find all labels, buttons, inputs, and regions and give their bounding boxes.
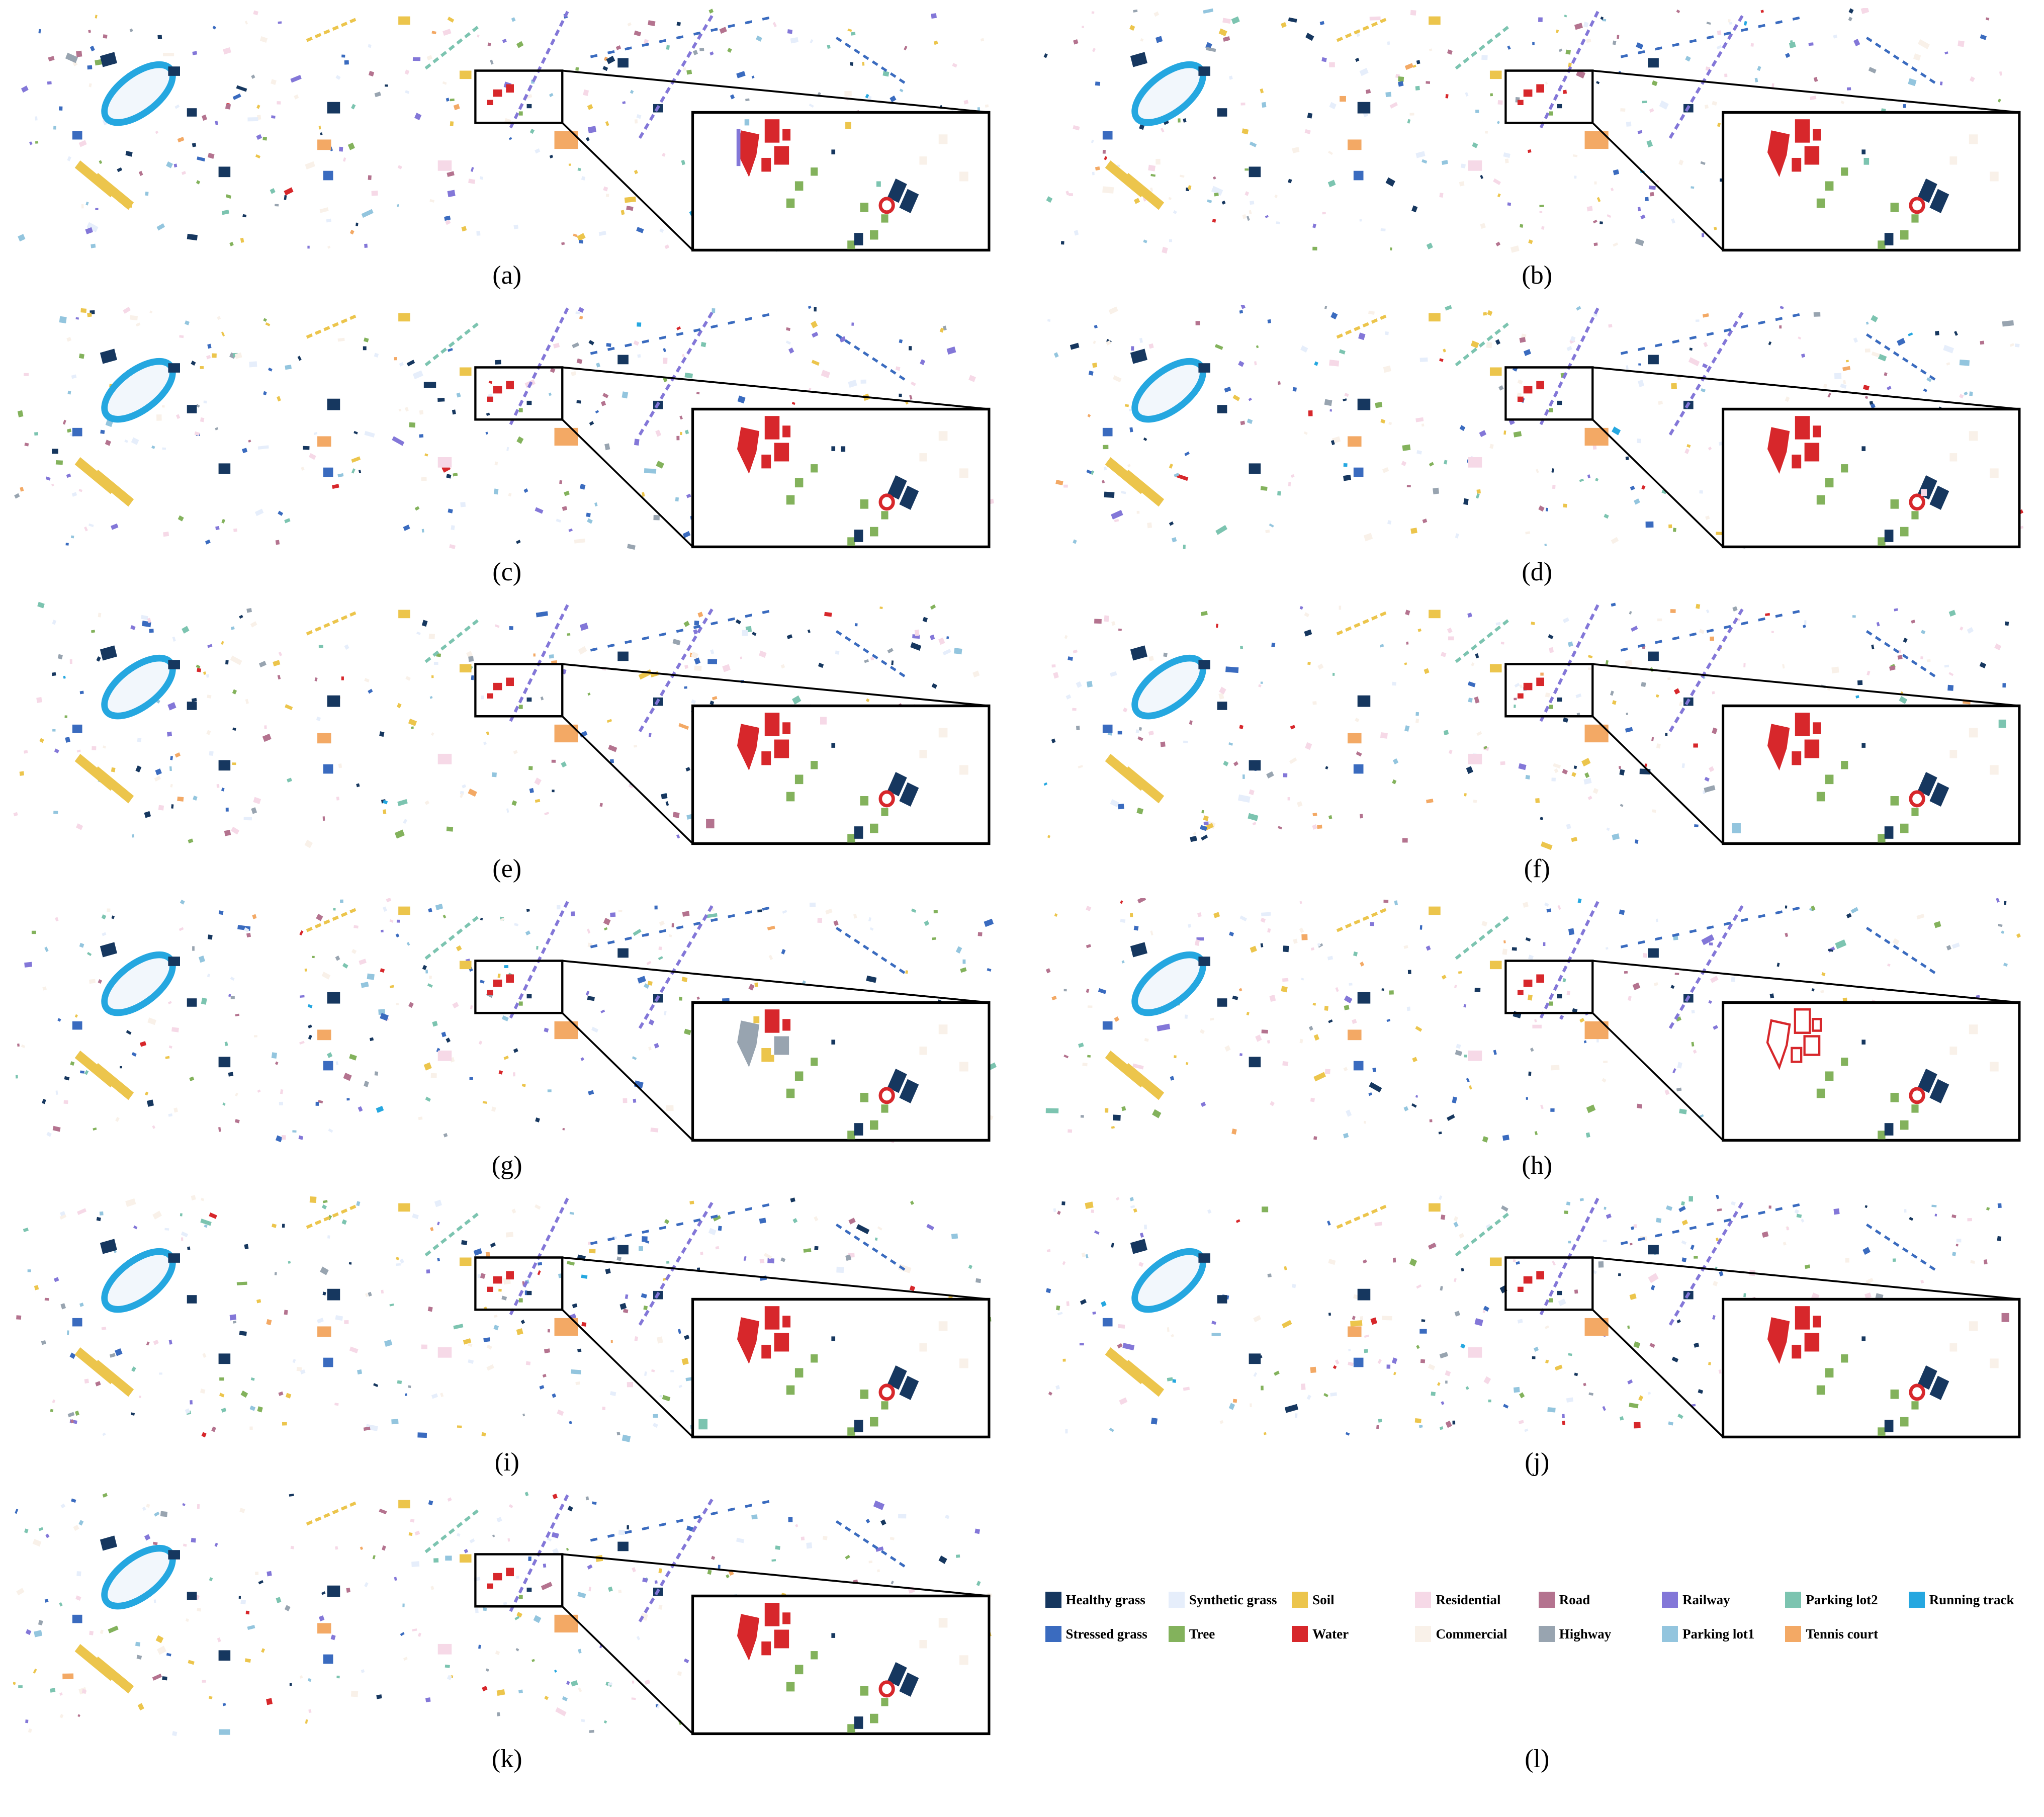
panel-caption-a: (a) (492, 261, 522, 290)
panel-caption-d: (d) (1522, 558, 1553, 586)
legend-swatch-tennis_court (1785, 1626, 1802, 1642)
figure-grid: (a) (b) (c) (d) (e) (f) (g) (h) (i) (j) (k) Healthy… (13, 8, 2031, 1774)
legend-item-tree: Tree (1168, 1626, 1289, 1642)
legend-swatch-tree (1168, 1626, 1185, 1642)
legend-item-soil: Soil (1292, 1592, 1412, 1608)
classification-map-c (13, 305, 1001, 555)
classification-map-h (1043, 898, 2031, 1149)
legend-item-commercial: Commercial (1415, 1626, 1535, 1642)
classification-map-k (13, 1492, 1001, 1742)
panel-caption-l: (l) (1525, 1745, 1550, 1773)
subfigure-j: (j) (1043, 1195, 2031, 1478)
classification-map-b (1043, 8, 2031, 258)
legend-item-running_track: Running track (1908, 1592, 2029, 1608)
legend-swatch-road (1538, 1592, 1555, 1608)
legend-item-tennis_court: Tennis court (1785, 1626, 1905, 1642)
legend-label-railway: Railway (1682, 1592, 1730, 1607)
classification-map-f (1043, 601, 2031, 852)
subfigure-g: (g) (13, 898, 1001, 1181)
legend-item-railway: Railway (1662, 1592, 1782, 1608)
legend-swatch-water (1292, 1626, 1308, 1642)
legend-label-parking_lot2: Parking lot2 (1806, 1592, 1878, 1607)
legend-item-synthetic_grass: Synthetic grass (1168, 1592, 1289, 1608)
legend-item-highway: Highway (1538, 1626, 1659, 1642)
legend-item-residential: Residential (1415, 1592, 1535, 1608)
legend-label-running_track: Running track (1929, 1592, 2014, 1607)
legend-item-healthy_grass: Healthy grass (1045, 1592, 1166, 1608)
subfigure-e: (e) (13, 601, 1001, 884)
legend: Healthy grass Synthetic grass Soil Resident… (1043, 1492, 2031, 1742)
legend-swatch-synthetic_grass (1168, 1592, 1185, 1608)
legend-swatch-commercial (1415, 1626, 1432, 1642)
classification-map-a (13, 8, 1001, 258)
legend-label-stressed_grass: Stressed grass (1065, 1626, 1147, 1641)
legend-label-road: Road (1559, 1592, 1590, 1607)
classification-map-i (13, 1195, 1001, 1445)
panel-caption-e: (e) (492, 854, 522, 883)
subfigure-b: (b) (1043, 8, 2031, 291)
legend-label-tree: Tree (1189, 1626, 1215, 1641)
panel-caption-j: (j) (1525, 1448, 1550, 1477)
legend-label-highway: Highway (1559, 1626, 1612, 1641)
legend-label-healthy_grass: Healthy grass (1065, 1592, 1145, 1607)
classification-map-d (1043, 305, 2031, 555)
classification-map-e (13, 601, 1001, 852)
subfigure-h: (h) (1043, 898, 2031, 1181)
legend-label-water: Water (1312, 1626, 1349, 1641)
legend-swatch-railway (1662, 1592, 1678, 1608)
legend-swatch-parking_lot1 (1662, 1626, 1678, 1642)
legend-label-residential: Residential (1436, 1592, 1501, 1607)
classification-map-g (13, 898, 1001, 1149)
panel-caption-i: (i) (494, 1448, 519, 1477)
subfigure-k: (k) (13, 1492, 1001, 1774)
legend-item-road: Road (1538, 1592, 1659, 1608)
panel-caption-f: (f) (1524, 854, 1550, 883)
legend-swatch-soil (1292, 1592, 1308, 1608)
legend-swatch-residential (1415, 1592, 1432, 1608)
legend-cell: Healthy grass Synthetic grass Soil Resident… (1043, 1492, 2031, 1774)
classification-map-j (1043, 1195, 2031, 1445)
subfigure-d: (d) (1043, 305, 2031, 587)
legend-label-synthetic_grass: Synthetic grass (1189, 1592, 1277, 1607)
legend-swatch-highway (1538, 1626, 1555, 1642)
legend-label-parking_lot1: Parking lot1 (1682, 1626, 1755, 1641)
legend-label-soil: Soil (1312, 1592, 1335, 1607)
subfigure-f: (f) (1043, 601, 2031, 884)
panel-caption-c: (c) (492, 558, 522, 586)
legend-label-tennis_court: Tennis court (1806, 1626, 1879, 1641)
subfigure-c: (c) (13, 305, 1001, 587)
legend-item-water: Water (1292, 1626, 1412, 1642)
legend-item-parking_lot2: Parking lot2 (1785, 1592, 1905, 1608)
subfigure-i: (i) (13, 1195, 1001, 1478)
legend-swatch-stressed_grass (1045, 1626, 1061, 1642)
legend-swatch-parking_lot2 (1785, 1592, 1802, 1608)
panel-caption-g: (g) (491, 1151, 522, 1180)
panel-caption-h: (h) (1522, 1151, 1553, 1180)
panel-caption-k: (k) (491, 1745, 522, 1773)
legend-swatch-running_track (1908, 1592, 1925, 1608)
legend-swatch-healthy_grass (1045, 1592, 1061, 1608)
panel-caption-b: (b) (1522, 261, 1553, 290)
legend-label-commercial: Commercial (1436, 1626, 1507, 1641)
legend-item-stressed_grass: Stressed grass (1045, 1626, 1166, 1642)
subfigure-a: (a) (13, 8, 1001, 291)
legend-item-parking_lot1: Parking lot1 (1662, 1626, 1782, 1642)
